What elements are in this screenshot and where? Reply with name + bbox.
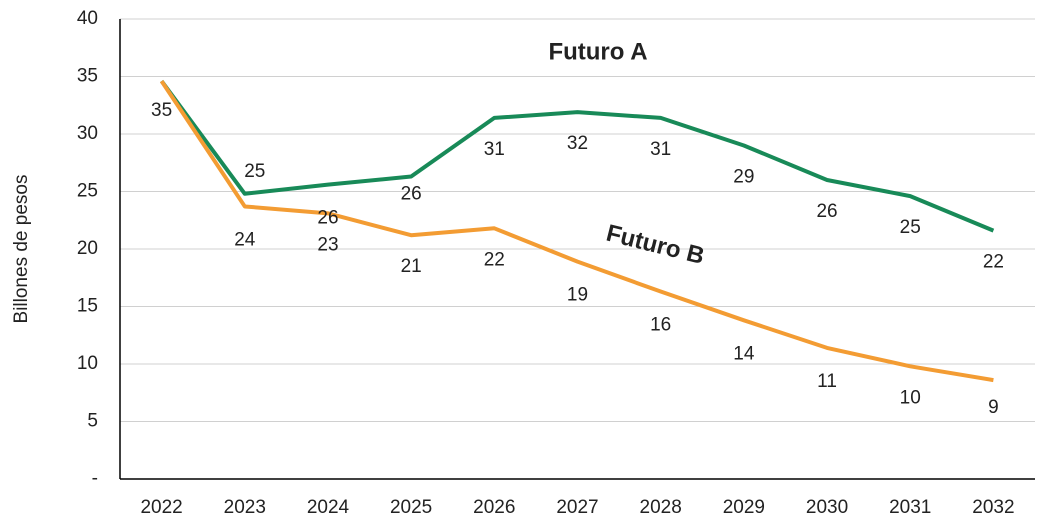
x-tick-label: 2023 [224, 497, 266, 518]
data-label: 22 [484, 249, 505, 270]
x-tick-label: 2028 [640, 497, 682, 518]
data-label: 16 [650, 315, 671, 336]
y-tick-label: 30 [77, 123, 98, 144]
y-tick-label: 40 [77, 8, 98, 29]
data-label: 25 [244, 161, 265, 182]
data-label: 10 [900, 387, 921, 408]
data-label: 11 [817, 371, 837, 392]
y-tick-label: 15 [77, 296, 98, 317]
x-tick-label: 2030 [806, 497, 848, 518]
line [159, 79, 995, 233]
x-tick-label: 2032 [972, 497, 1014, 518]
data-label: 19 [567, 285, 588, 306]
x-tick-label: 2029 [723, 497, 765, 518]
data-label: 26 [816, 201, 837, 222]
data-label: 31 [484, 139, 505, 160]
x-tick-label: 2031 [889, 497, 931, 518]
data-label: 14 [733, 343, 755, 364]
y-tick-label: 35 [77, 66, 98, 87]
data-label: 9 [988, 397, 999, 418]
series-annotation: Futuro B [604, 220, 708, 270]
data-label: 21 [401, 256, 422, 277]
x-tick-label: 2027 [556, 497, 598, 518]
data-label: 22 [983, 252, 1004, 273]
y-axis-label: Billones de pesos [11, 175, 32, 324]
data-label: 24 [234, 229, 256, 250]
data-label: 32 [567, 133, 588, 154]
y-tick-label: 20 [77, 238, 98, 259]
y-tick-label: 5 [87, 411, 98, 432]
x-tick-label: 2025 [390, 497, 432, 518]
data-label: 23 [317, 234, 338, 255]
data-label: 26 [317, 208, 338, 229]
data-label: 25 [900, 217, 921, 238]
x-tick-label: 2026 [473, 497, 515, 518]
y-tick-label: - [92, 468, 98, 489]
data-label: 31 [650, 139, 671, 160]
data-label: 29 [733, 167, 754, 188]
y-tick-label: 25 [77, 181, 98, 202]
series-annotation: Futuro A [548, 38, 647, 65]
x-tick-label: 2024 [307, 497, 350, 518]
data-label: 26 [401, 184, 422, 205]
line [159, 79, 994, 383]
data-label: 35 [151, 100, 172, 121]
y-tick-label: 10 [77, 353, 98, 374]
x-tick-label: 2022 [140, 497, 182, 518]
